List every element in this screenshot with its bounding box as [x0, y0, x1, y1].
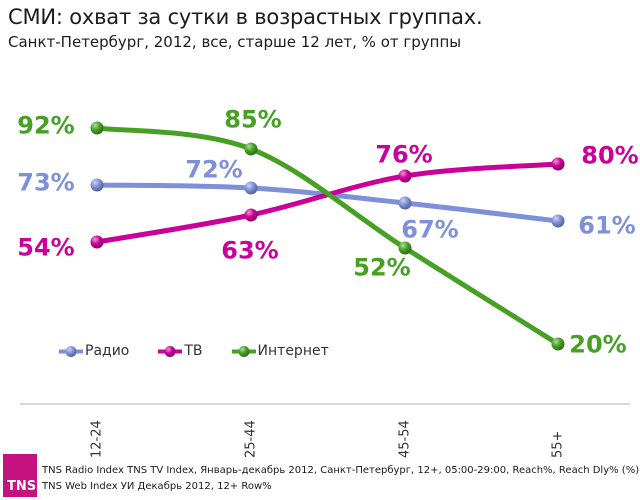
chart-legend: Радио ТВ Интернет	[58, 343, 329, 359]
tns-logo-text: TNS	[7, 479, 37, 494]
x-axis-label-12-24: 12-24	[90, 420, 105, 458]
data-label-s2-2: 52%	[353, 253, 410, 281]
legend-marker-internet-icon	[231, 345, 256, 357]
data-label-s1-3: 80%	[581, 141, 638, 169]
data-point-s0-1	[244, 181, 258, 195]
chart-title: СМИ: охват за сутки в возрастных группах…	[8, 5, 483, 29]
data-label-s0-2: 67%	[401, 215, 458, 243]
data-point-s1-0	[90, 235, 104, 249]
series-line-1	[94, 161, 561, 245]
legend-label-radio: Радио	[85, 343, 130, 359]
data-point-s2-2	[398, 241, 412, 255]
source-line-2: TNS Web Index УИ Декабрь 2012, 12+ Row%	[42, 481, 272, 492]
data-point-s2-3	[551, 337, 565, 351]
tns-logo: TNS	[3, 454, 37, 497]
data-point-s1-2	[398, 169, 412, 183]
data-point-s2-1	[244, 142, 258, 156]
series-line-0	[94, 182, 561, 224]
data-label-s0-0: 73%	[17, 168, 74, 196]
data-label-s0-1: 72%	[185, 155, 242, 183]
data-point-s0-3	[551, 214, 565, 228]
legend-marker-radio-icon	[59, 345, 83, 357]
data-label-s1-1: 63%	[221, 236, 278, 264]
series-line-2	[94, 125, 561, 347]
data-point-s0-2	[398, 196, 412, 210]
chart-subtitle: Санкт-Петербург, 2012, все, старше 12 ле…	[8, 33, 462, 51]
x-axis-label-25-44: 25-44	[244, 420, 259, 458]
source-note: TNS Radio Index TNS TV Index, Январь-дек…	[42, 463, 639, 495]
legend-marker-tv-icon	[158, 345, 183, 357]
legend-item-internet: Интернет	[231, 343, 329, 359]
data-point-s2-0	[90, 121, 104, 135]
data-point-s1-3	[551, 157, 565, 171]
data-label-s1-2: 76%	[375, 140, 432, 168]
legend-label-internet: Интернет	[257, 343, 329, 359]
data-label-s1-0: 54%	[17, 233, 74, 261]
data-label-s2-0: 92%	[17, 111, 74, 139]
source-line-1: TNS Radio Index TNS TV Index, Январь-дек…	[42, 465, 640, 476]
x-axis-label-45-54: 45-54	[398, 420, 413, 458]
data-point-s0-0	[90, 178, 104, 192]
x-axis-label-55+: 55+	[551, 431, 566, 458]
legend-label-tv: ТВ	[184, 343, 203, 359]
data-point-s1-1	[244, 208, 258, 222]
legend-item-tv: ТВ	[157, 343, 203, 359]
data-label-s2-3: 20%	[569, 330, 626, 358]
data-label-s2-1: 85%	[224, 105, 281, 133]
data-label-s0-3: 61%	[578, 211, 635, 239]
legend-item-radio: Радио	[58, 343, 129, 359]
